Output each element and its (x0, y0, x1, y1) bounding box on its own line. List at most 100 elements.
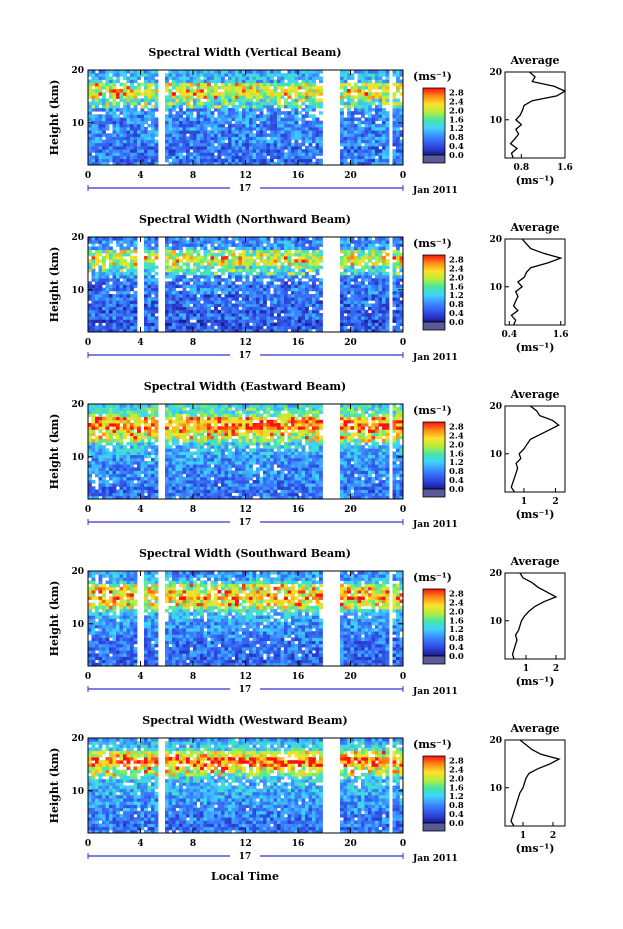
y-axis-label: Height (km) (48, 581, 61, 657)
date-center-label: 17 (239, 852, 252, 862)
avg-profile-line (509, 71, 567, 159)
avg-title: Average (509, 54, 559, 67)
x-tick-label: 12 (239, 672, 252, 682)
y-tick-label: 10 (71, 453, 84, 463)
colorbar (422, 254, 446, 323)
x-tick-label: 12 (239, 338, 252, 348)
x-tick-label: 16 (292, 338, 305, 348)
avg-y-tick-label: 10 (489, 116, 502, 126)
avg-x-tick-label: 0.4 (501, 330, 517, 340)
colorbar-unit: (ms⁻¹) (413, 70, 452, 83)
colorbar-tick-label: 2.8 (449, 88, 464, 98)
panel-title: Spectral Width (Westward Beam) (142, 714, 347, 727)
colorbar-tick-label: 0.4 (449, 810, 464, 820)
avg-x-tick-label: 1 (523, 664, 529, 674)
avg-x-tick-label: 0.8 (514, 163, 530, 173)
x-tick-label: 20 (344, 839, 357, 849)
x-tick-label: 0 (85, 839, 91, 849)
date-center-label: 17 (239, 518, 252, 528)
colorbar-unit: (ms⁻¹) (413, 738, 452, 751)
x-tick-label: 4 (137, 839, 143, 849)
colorbar-unit: (ms⁻¹) (413, 404, 452, 417)
y-tick-label: 20 (71, 400, 84, 410)
y-tick-label: 20 (71, 734, 84, 744)
avg-frame (504, 739, 566, 827)
avg-x-tick-label: 2 (550, 831, 556, 841)
avg-y-tick-label: 20 (489, 569, 502, 579)
x-tick-label: 8 (190, 839, 196, 849)
panel-title: Spectral Width (Vertical Beam) (148, 46, 341, 59)
avg-x-axis-label: (ms⁻¹) (516, 508, 555, 521)
avg-title: Average (509, 221, 559, 234)
panel-3: Spectral Width (Eastward Beam)2010Height… (48, 380, 566, 530)
y-tick-label: 20 (71, 567, 84, 577)
colorbar-tick-label: 0.0 (449, 318, 464, 328)
avg-x-axis-label: (ms⁻¹) (516, 842, 555, 855)
x-tick-label: 4 (137, 505, 143, 515)
date-center-label: 17 (239, 184, 252, 194)
avg-y-tick-label: 20 (489, 235, 502, 245)
date-center-label: 17 (239, 685, 252, 695)
avg-y-tick-label: 10 (489, 450, 502, 460)
date-center-label: 17 (239, 351, 252, 361)
avg-x-axis-label: (ms⁻¹) (516, 675, 555, 688)
avg-y-tick-label: 20 (489, 402, 502, 412)
colorbar-tick-label: 0.8 (449, 801, 464, 811)
colorbar-tick-label: 0.4 (449, 643, 464, 653)
colorbar (422, 588, 446, 657)
panel-4: Spectral Width (Southward Beam)2010Heigh… (48, 547, 566, 697)
colorbar-tick-label: 1.2 (449, 625, 464, 635)
avg-x-tick-label: 1 (520, 831, 526, 841)
x-tick-label: 0 (85, 338, 91, 348)
colorbar-tick-label: 0.0 (449, 151, 464, 161)
date-right-label: Jan 2011 (412, 687, 458, 697)
avg-title: Average (509, 555, 559, 568)
x-tick-label: 0 (85, 171, 91, 181)
x-tick-label: 4 (137, 672, 143, 682)
colorbar-tick-label: 2.8 (449, 756, 464, 766)
panel-1: Spectral Width (Vertical Beam) 20 10 Height… (48, 46, 573, 196)
colorbar-tick-label: 0.4 (449, 142, 464, 152)
colorbar-tick-label: 2.4 (449, 431, 464, 441)
x-tick-label: 20 (344, 171, 357, 181)
y-axis-label: Height (km) (48, 414, 61, 490)
x-tick-label: 0 (85, 505, 91, 515)
colorbar-tick-label: 2.4 (449, 97, 464, 107)
x-tick-label: 16 (292, 672, 305, 682)
avg-title: Average (509, 388, 559, 401)
colorbar-tick-label: 0.0 (449, 485, 464, 495)
colorbar-tick-label: 0.0 (449, 819, 464, 829)
colorbar-tick-label: 1.6 (449, 115, 464, 125)
avg-profile-line (511, 572, 558, 660)
colorbar-tick-label: 2.4 (449, 264, 464, 274)
colorbar-tick-label: 1.6 (449, 449, 464, 459)
avg-y-tick-label: 20 (489, 68, 502, 78)
x-tick-label: 0 (400, 672, 406, 682)
colorbar-tick-label: 2.8 (449, 422, 464, 432)
avg-x-axis-label: (ms⁻¹) (516, 174, 555, 187)
date-right-label: Jan 2011 (412, 854, 458, 864)
colorbar-tick-label: 0.8 (449, 634, 464, 644)
x-tick-label: 0 (85, 672, 91, 682)
x-tick-label: 0 (400, 505, 406, 515)
colorbar-tick-label: 1.2 (449, 792, 464, 802)
y-tick-label: 20 (71, 66, 84, 76)
y-tick-label: 10 (71, 787, 84, 797)
colorbar-unit: (ms⁻¹) (413, 237, 452, 250)
y-tick-label: 10 (71, 286, 84, 296)
heatmap-cells (88, 738, 404, 834)
colorbar-tick-label: 0.8 (449, 300, 464, 310)
colorbar-tick-label: 1.6 (449, 616, 464, 626)
x-tick-label: 12 (239, 505, 252, 515)
avg-frame (504, 238, 566, 326)
x-tick-label: 0 (400, 338, 406, 348)
panel-title: Spectral Width (Eastward Beam) (144, 380, 346, 393)
avg-frame (504, 572, 566, 660)
x-tick-label: 16 (292, 505, 305, 515)
x-tick-label: 8 (190, 338, 196, 348)
colorbar-tick-label: 0.4 (449, 476, 464, 486)
x-tick-label: 16 (292, 839, 305, 849)
avg-x-tick-label: 2 (552, 497, 558, 507)
avg-profile-line (510, 405, 560, 493)
